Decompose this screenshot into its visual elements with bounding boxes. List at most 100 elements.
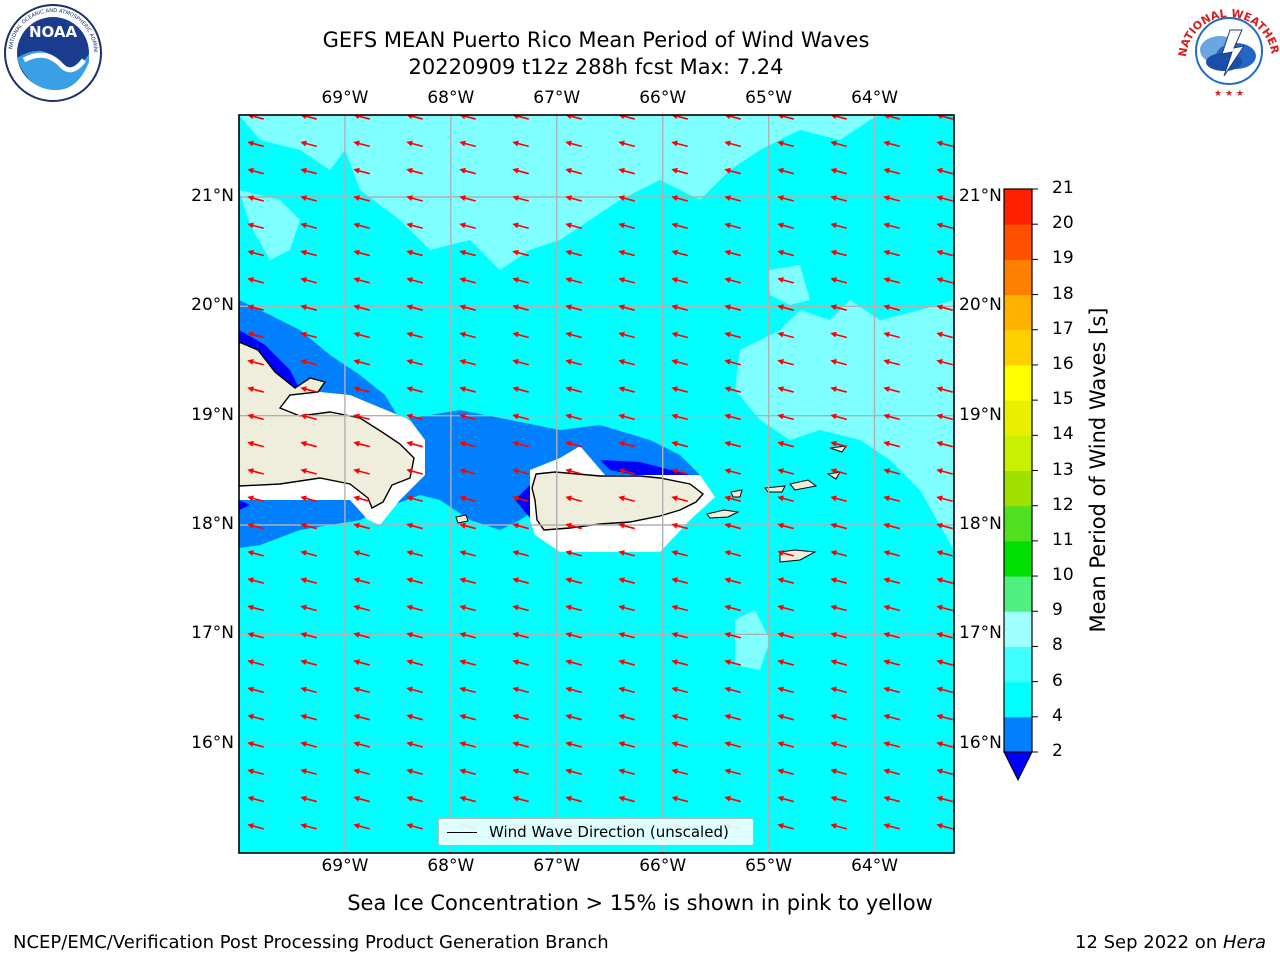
wave-arrow	[724, 413, 741, 421]
wave-arrow	[353, 331, 370, 339]
wave-arrow	[883, 768, 900, 776]
wave-arrow	[777, 823, 794, 830]
wave-arrow	[830, 659, 847, 666]
wave-arrow	[353, 167, 370, 175]
wave-arrow	[936, 741, 953, 748]
wave-arrow	[777, 140, 794, 148]
wave-arrow	[247, 795, 264, 803]
wave-arrow	[406, 304, 423, 311]
wave-arrow	[247, 277, 264, 284]
wave-arrow	[777, 495, 794, 503]
wave-arrow	[936, 795, 953, 803]
lat-label-right: 17°N	[959, 623, 1002, 644]
wave-arrow	[936, 277, 953, 284]
wave-arrow	[459, 550, 476, 557]
wave-arrow	[936, 468, 953, 475]
wave-arrow	[777, 768, 794, 776]
wave-arrow	[830, 249, 847, 257]
wave-arrow	[459, 495, 476, 503]
wave-arrow	[724, 795, 741, 803]
wave-arrow	[512, 659, 529, 666]
wave-arrow	[406, 222, 423, 230]
wave-arrow	[830, 604, 847, 612]
wave-arrow	[406, 195, 423, 202]
lon-label-bottom: 67°W	[533, 856, 581, 876]
wave-arrow	[247, 659, 264, 666]
wave-arrow	[247, 823, 264, 830]
wave-arrow	[512, 741, 529, 748]
wave-arrow	[247, 140, 264, 148]
wave-arrow	[565, 413, 582, 421]
wave-arrow	[671, 577, 688, 584]
colorbar-segment	[1004, 576, 1032, 612]
wave-arrow	[565, 468, 582, 475]
wave-arrow	[406, 140, 423, 148]
wave-arrow	[671, 522, 688, 530]
wave-arrow	[618, 522, 635, 530]
wave-arrow	[936, 440, 953, 448]
wave-arrow	[300, 495, 317, 503]
wave-arrow	[300, 195, 317, 202]
wave-arrow	[936, 249, 953, 257]
noaa-logo: NOAA NATIONAL OCEANIC AND ATMOSPHERIC AD…	[0, 0, 104, 104]
wave-arrow	[724, 713, 741, 721]
wave-arrow	[777, 386, 794, 393]
wave-arrow	[936, 550, 953, 557]
wave-arrow	[459, 413, 476, 421]
wave-arrow	[512, 331, 529, 339]
lon-label-top: 64°W	[851, 88, 899, 108]
wave-arrow	[883, 277, 900, 284]
wave-arrow	[353, 440, 370, 448]
colorbar-tick-label: 21	[1052, 178, 1074, 198]
wave-arrow	[830, 440, 847, 448]
wave-arrow	[512, 222, 529, 230]
wave-arrow	[353, 604, 370, 612]
wave-arrow	[830, 359, 847, 366]
wave-arrow	[883, 823, 900, 830]
wave-arrow	[724, 167, 741, 175]
wave-arrow	[565, 167, 582, 175]
wave-arrow	[512, 115, 529, 120]
land-mona	[455, 514, 469, 524]
wave-arrow	[936, 823, 953, 830]
colorbar-under-triangle	[1003, 751, 1033, 782]
colorbar-segment	[1004, 540, 1032, 577]
wave-arrow	[883, 550, 900, 557]
wave-arrows	[247, 115, 953, 830]
wave-arrow	[936, 140, 953, 148]
land-vi-5	[829, 445, 848, 453]
wave-arrow	[671, 768, 688, 776]
wave-arrow	[883, 331, 900, 339]
wave-arrow	[671, 659, 688, 666]
wave-arrow	[353, 249, 370, 257]
wave-arrow	[618, 140, 635, 148]
wave-arrow	[618, 795, 635, 803]
wave-arrow	[406, 741, 423, 748]
wave-arrow	[883, 632, 900, 639]
wave-arrow	[777, 440, 794, 448]
light-patch-east	[735, 300, 954, 550]
colorbar-tick-label: 2	[1052, 741, 1063, 761]
wave-arrow	[459, 795, 476, 803]
wave-arrow	[724, 115, 741, 120]
wave-arrow	[671, 331, 688, 339]
wave-arrow	[618, 768, 635, 776]
wave-arrow	[777, 604, 794, 612]
land-hispaniola	[239, 341, 415, 509]
lon-label-top: 69°W	[321, 88, 369, 108]
wave-arrow	[618, 686, 635, 694]
wave-arrow	[353, 741, 370, 748]
wave-arrow	[777, 741, 794, 748]
light-patch-south	[735, 610, 770, 670]
wave-arrow	[300, 222, 317, 230]
wave-arrow	[671, 795, 688, 803]
colorbar-tick-label: 12	[1052, 494, 1074, 515]
wave-arrow	[777, 249, 794, 257]
wave-arrow	[671, 686, 688, 694]
wave-arrow	[512, 795, 529, 803]
wave-arrow	[830, 386, 847, 393]
map-field	[239, 115, 954, 853]
wave-arrow	[459, 768, 476, 776]
wave-arrow	[724, 468, 741, 475]
